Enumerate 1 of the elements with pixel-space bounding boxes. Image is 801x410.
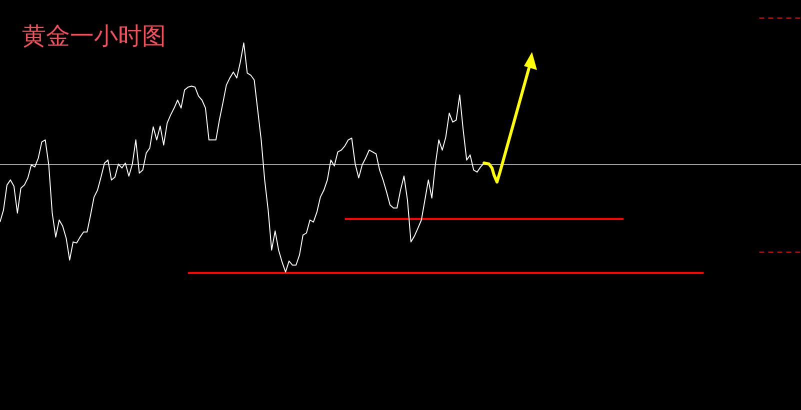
chart-title: 黄金一小时图 [22, 21, 166, 52]
